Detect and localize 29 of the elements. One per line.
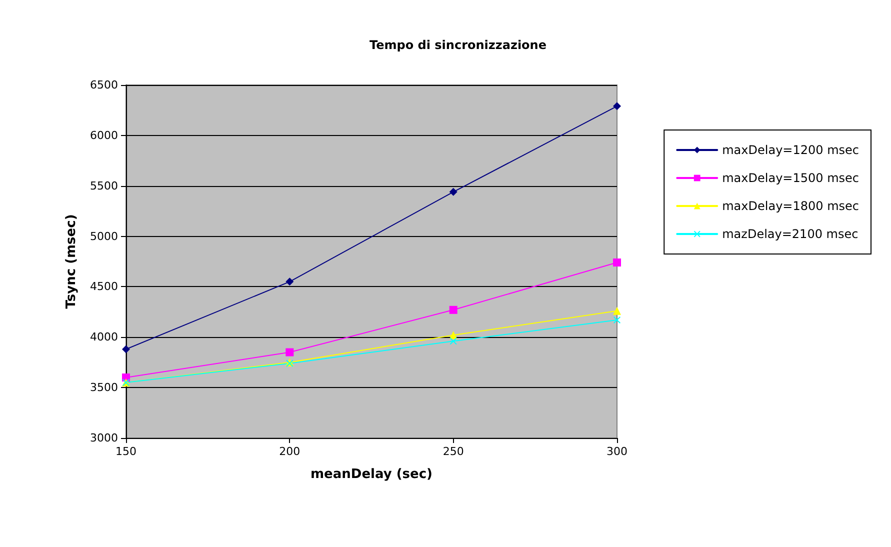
point bbox=[613, 258, 621, 267]
point bbox=[122, 345, 130, 354]
y-axis-title: Tsync (msec) bbox=[64, 214, 79, 309]
point bbox=[449, 188, 458, 196]
x-tick-label: 200 bbox=[279, 445, 300, 458]
y-tick-label: 4500 bbox=[90, 280, 118, 294]
point bbox=[450, 338, 457, 345]
y-tick-label: 6500 bbox=[90, 78, 118, 92]
point bbox=[613, 306, 621, 315]
point bbox=[449, 306, 458, 314]
y-tick-label: 5000 bbox=[90, 230, 118, 243]
x-tick-label: 150 bbox=[116, 445, 136, 458]
legend-label: mazDelay=2100 msec bbox=[722, 227, 858, 241]
y-tick-label: 4000 bbox=[90, 330, 118, 344]
point bbox=[614, 316, 620, 324]
y-tick-label: 3500 bbox=[90, 381, 118, 394]
point bbox=[286, 278, 294, 286]
legend-label: maxDelay=1200 msec bbox=[722, 143, 860, 157]
y-tick-label: 6000 bbox=[90, 128, 118, 142]
point bbox=[613, 102, 621, 110]
y-tick-label: 3000 bbox=[90, 432, 118, 444]
chart-title: Tempo di sincronizzazione bbox=[370, 38, 546, 52]
x-tick-label: 300 bbox=[606, 445, 628, 458]
legend-label: maxDelay=1500 msec bbox=[722, 171, 860, 185]
x-axis-title: meanDelay (sec) bbox=[310, 467, 432, 482]
point bbox=[286, 348, 294, 356]
x-tick-label: 250 bbox=[442, 445, 464, 458]
legend-label: maxDelay=1800 msec bbox=[722, 199, 860, 213]
y-tick-label: 5500 bbox=[90, 179, 118, 192]
